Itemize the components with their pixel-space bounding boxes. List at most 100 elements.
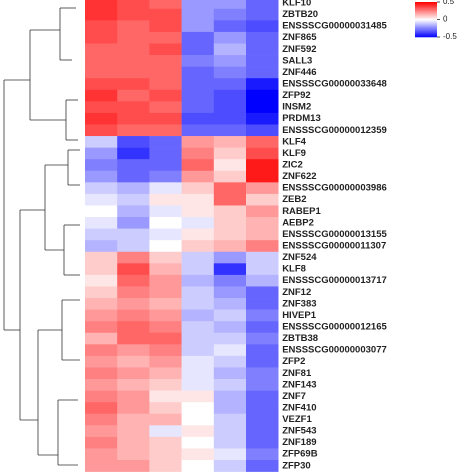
heatmap-cell bbox=[117, 20, 150, 33]
heatmap-cell bbox=[246, 0, 279, 10]
colorbar-segment bbox=[415, 3, 437, 5]
heatmap-cell bbox=[246, 448, 279, 461]
colorbar-segment bbox=[415, 9, 437, 11]
row-label: ZNF592 bbox=[282, 44, 316, 55]
heatmap-cell bbox=[213, 460, 247, 472]
heatmap-cell bbox=[246, 240, 279, 253]
heatmap-cell bbox=[85, 8, 118, 21]
heatmap-cell bbox=[149, 402, 182, 415]
row-label: ZBTB38 bbox=[282, 333, 318, 344]
heatmap-cell bbox=[246, 344, 279, 357]
row-label: ZNF12 bbox=[282, 287, 311, 298]
heatmap-cell bbox=[213, 413, 247, 426]
heatmap-cell bbox=[181, 309, 215, 322]
heatmap-cell bbox=[117, 436, 150, 449]
heatmap-cell bbox=[246, 20, 279, 33]
row-label: ENSSSCG00000003077 bbox=[282, 345, 387, 356]
row-label: KLF8 bbox=[282, 264, 306, 275]
row-label: ENSSSCG00000003986 bbox=[282, 183, 387, 194]
heatmap-cell bbox=[213, 101, 247, 114]
heatmap-cell bbox=[213, 379, 247, 391]
heatmap-cell bbox=[149, 89, 182, 102]
heatmap-cell bbox=[117, 263, 150, 276]
heatmap-cell bbox=[181, 402, 215, 415]
heatmap-cell bbox=[117, 170, 150, 183]
heatmap-cell bbox=[213, 217, 247, 229]
heatmap-cell bbox=[246, 124, 279, 137]
colorbar-segment bbox=[415, 32, 437, 34]
heatmap-cell bbox=[213, 0, 247, 10]
heatmap-cell bbox=[149, 31, 182, 44]
row-label: INSM2 bbox=[282, 102, 311, 113]
colorbar-segment bbox=[415, 23, 437, 25]
heatmap-cell bbox=[246, 217, 279, 229]
row-label: ENSSSCG00000011307 bbox=[282, 240, 386, 251]
heatmap-cell bbox=[213, 321, 247, 334]
heatmap-cell bbox=[85, 159, 118, 172]
colorbar-segment bbox=[415, 31, 437, 33]
colorbar-segment bbox=[415, 2, 437, 4]
colorbar-segment bbox=[415, 24, 437, 26]
heatmap-cell bbox=[117, 367, 150, 380]
heatmap-cell bbox=[246, 436, 279, 449]
heatmap-cell bbox=[149, 193, 182, 206]
row-label: SALL3 bbox=[282, 55, 312, 66]
heatmap-cell bbox=[85, 170, 118, 183]
heatmap-cell bbox=[117, 217, 150, 229]
row-label: VEZF1 bbox=[282, 414, 312, 425]
heatmap-cell bbox=[181, 367, 215, 380]
heatmap-cell bbox=[85, 31, 118, 44]
colorbar-segment bbox=[415, 2, 437, 5]
heatmap-cell bbox=[213, 425, 247, 438]
row-label: ZNF81 bbox=[282, 368, 312, 379]
row-label: ENSSSCG00000012359 bbox=[282, 125, 387, 136]
heatmap-cell bbox=[246, 101, 279, 114]
heatmap-cell bbox=[149, 251, 182, 264]
heatmap-cell bbox=[181, 31, 215, 44]
heatmap-cell bbox=[213, 89, 247, 102]
heatmap-cell bbox=[149, 321, 182, 334]
heatmap-cell bbox=[149, 436, 182, 449]
heatmap-cell bbox=[149, 263, 182, 276]
colorbar-tick-label: 0 bbox=[443, 15, 448, 24]
heatmap-cell bbox=[213, 159, 247, 172]
heatmap-cell bbox=[85, 344, 118, 357]
heatmap-cell bbox=[117, 228, 150, 241]
colorbar-segment bbox=[415, 8, 437, 10]
heatmap-cell bbox=[117, 8, 150, 21]
heatmap-cell bbox=[85, 263, 118, 276]
heatmap-cell bbox=[85, 251, 118, 264]
heatmap-cell bbox=[117, 460, 150, 472]
heatmap-cell bbox=[213, 309, 247, 322]
row-label: PRDM13 bbox=[282, 113, 321, 124]
heatmap-cell bbox=[246, 274, 279, 287]
heatmap-cell bbox=[246, 355, 279, 368]
heatmap-cell bbox=[85, 193, 118, 206]
colorbar-segment bbox=[415, 16, 437, 19]
heatmap-cell bbox=[246, 8, 279, 21]
heatmap-cell bbox=[213, 31, 247, 44]
colorbar-tick-label: -0.5 bbox=[443, 32, 457, 41]
colorbar-segment bbox=[415, 36, 437, 38]
row-label: ZFP69B bbox=[282, 449, 318, 460]
heatmap-cell bbox=[85, 124, 118, 137]
heatmap-cell bbox=[181, 448, 215, 461]
colorbar-segment bbox=[415, 10, 437, 12]
heatmap-cell bbox=[117, 101, 150, 114]
heatmap-cell bbox=[181, 147, 215, 160]
row-label: ZBTB20 bbox=[282, 9, 318, 20]
heatmap-cell bbox=[117, 55, 150, 67]
heatmap-cell bbox=[181, 205, 215, 218]
heatmap-cell bbox=[149, 390, 182, 403]
heatmap-cell bbox=[181, 274, 215, 287]
heatmap-cell bbox=[213, 147, 247, 160]
heatmap-cell bbox=[117, 402, 150, 415]
heatmap-cell bbox=[117, 448, 150, 461]
heatmap-cell bbox=[181, 217, 215, 229]
heatmap-cell bbox=[246, 55, 279, 67]
row-label: ZNF865 bbox=[282, 32, 317, 43]
row-label: ZNF446 bbox=[282, 67, 316, 78]
heatmap-cell bbox=[149, 20, 182, 33]
heatmap-cell bbox=[246, 182, 279, 195]
